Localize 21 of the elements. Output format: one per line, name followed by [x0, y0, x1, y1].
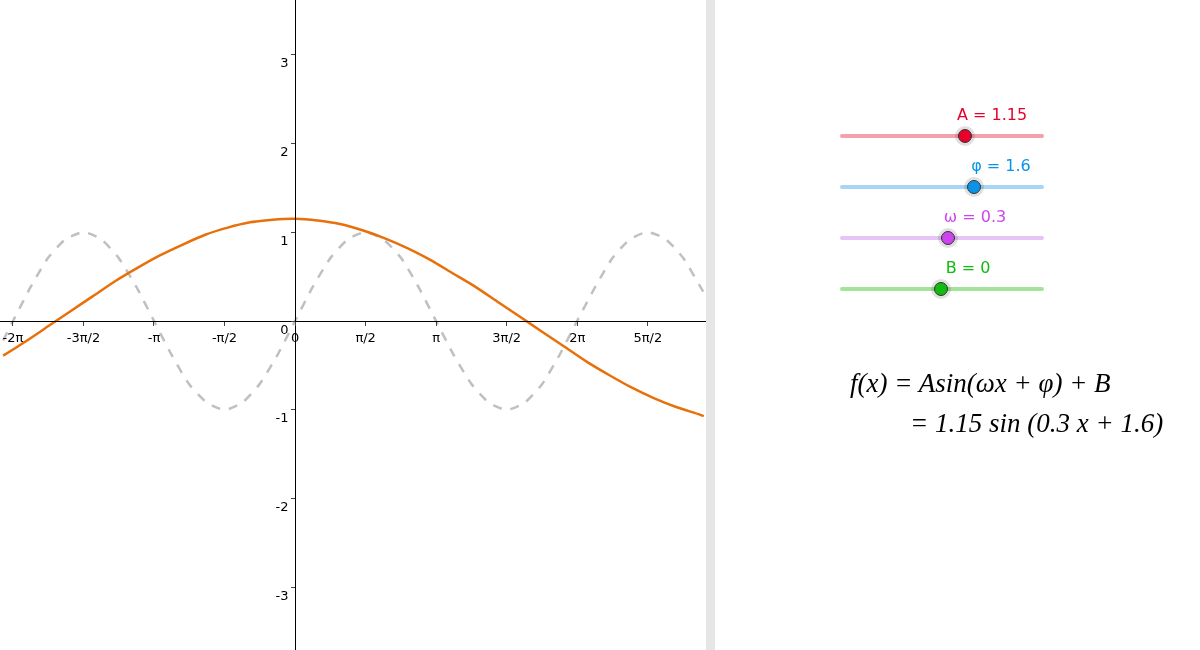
- text: f(x) = Asin(ωx + φ) + B: [850, 368, 1111, 399]
- x-tick-label: -π/2: [211, 329, 238, 345]
- x-tick-label: -2π: [2, 329, 24, 345]
- x-tick-label: π/2: [355, 329, 376, 345]
- y-tick-label: -2: [275, 499, 289, 515]
- text: ω = 0.3: [943, 207, 1007, 226]
- y-tick-label: 2: [280, 143, 289, 159]
- x-tick-label: 3π/2: [492, 329, 522, 345]
- x-tick-label: -3π/2: [66, 329, 101, 345]
- x-tick-label: -π: [147, 329, 161, 345]
- y-tick-label: 1: [280, 232, 289, 248]
- text: B = 0: [945, 258, 991, 277]
- y-tick-label: -3: [275, 588, 289, 604]
- y-tick-label: 3: [280, 54, 289, 70]
- x-tick-label: 5π/2: [633, 329, 663, 345]
- text: A = 1.15: [956, 105, 1028, 124]
- y-tick-label: -1: [275, 410, 289, 426]
- x-tick-label: 2π: [569, 329, 586, 345]
- text: φ = 1.6: [971, 156, 1031, 175]
- x-tick-label: π: [432, 329, 441, 345]
- text: = 1.15 sin (0.3 x + 1.6): [910, 408, 1164, 439]
